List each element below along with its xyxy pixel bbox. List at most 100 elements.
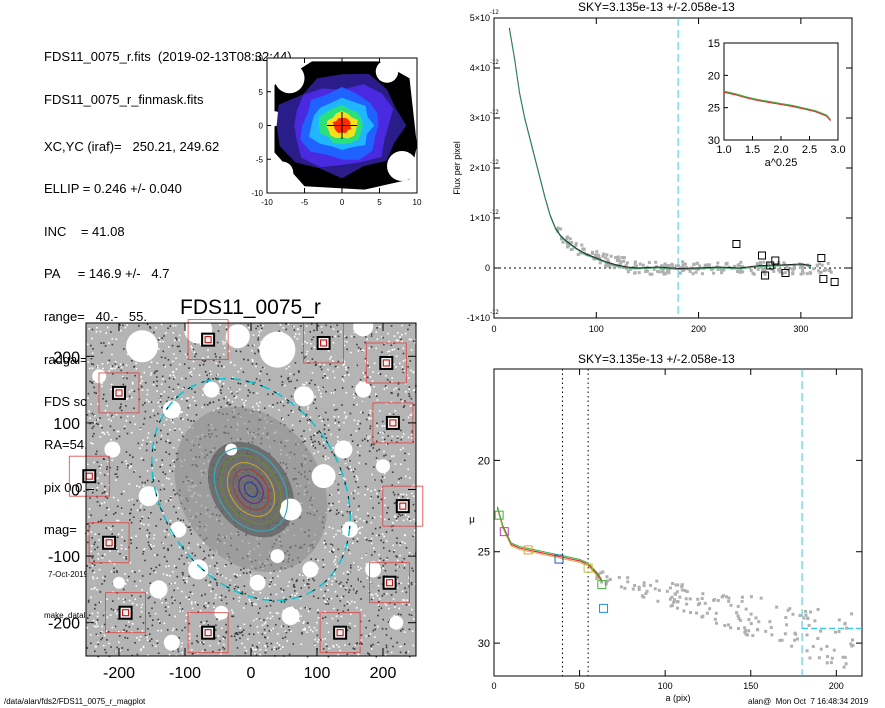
noise-pixel [216, 573, 218, 575]
noise-pixel [252, 619, 255, 622]
noise-pixel [303, 383, 306, 386]
noise-pixel [199, 641, 202, 644]
noise-pixel [179, 610, 181, 613]
noise-pixel [379, 515, 382, 518]
noise-pixel [132, 516, 135, 519]
noise-pixel [169, 519, 172, 522]
sky-box-inner [382, 359, 390, 367]
noise-pixel [247, 638, 249, 640]
noise-pixel [93, 461, 95, 464]
noise-pixel [110, 419, 113, 422]
noise-pixel [138, 639, 141, 641]
noise-pixel [112, 609, 115, 612]
noise-pixel [407, 376, 410, 379]
noise-pixel [175, 368, 178, 370]
noise-pixel [335, 533, 337, 536]
noise-pixel [207, 378, 210, 380]
noise-pixel [219, 596, 221, 599]
noise-pixel [300, 615, 302, 618]
noise-pixel [360, 348, 362, 350]
noise-pixel [343, 344, 346, 347]
noise-pixel [366, 520, 368, 523]
noise-pixel [400, 438, 403, 441]
inset-frame [723, 42, 839, 141]
noise-pixel [231, 615, 233, 618]
noise-pixel [326, 622, 328, 625]
noise-pixel [238, 596, 241, 599]
noise-pixel [97, 641, 99, 644]
noise-pixel [115, 437, 118, 440]
noise-pixel [193, 420, 195, 422]
flux-point [650, 272, 654, 276]
noise-pixel [187, 397, 190, 399]
noise-pixel [368, 450, 371, 453]
flux-point [725, 261, 729, 265]
noise-pixel [324, 375, 326, 377]
noise-pixel [190, 601, 193, 603]
noise-pixel [408, 655, 411, 658]
noise-pixel [236, 392, 239, 394]
flux-yaxis-exp: -12 [490, 160, 499, 166]
noise-pixel [263, 628, 266, 631]
noise-pixel [410, 581, 413, 584]
noise-pixel [188, 367, 190, 369]
noise-pixel [131, 396, 133, 399]
noise-pixel [212, 359, 215, 361]
noise-pixel [88, 367, 91, 370]
flux-point [601, 254, 605, 258]
noise-pixel [413, 518, 415, 521]
flux-xaxis-label: 300 [793, 324, 808, 334]
noise-pixel [376, 338, 379, 340]
noise-pixel [229, 361, 232, 364]
mu-point [744, 607, 748, 611]
noise-pixel [175, 452, 178, 455]
noise-pixel [155, 566, 158, 569]
noise-pixel [184, 551, 187, 554]
noise-pixel [90, 514, 93, 517]
noise-pixel [384, 602, 387, 605]
noise-pixel [336, 408, 338, 411]
noise-pixel [370, 581, 372, 584]
mu-point [740, 599, 744, 603]
noise-pixel [252, 649, 255, 651]
noise-pixel [400, 493, 402, 496]
noise-pixel [374, 624, 376, 627]
noise-pixel [141, 517, 143, 520]
noise-pixel [219, 640, 221, 642]
noise-pixel [392, 544, 395, 547]
noise-pixel [352, 404, 355, 406]
noise-pixel [220, 365, 223, 367]
noise-pixel [317, 638, 320, 641]
noise-pixel [293, 583, 295, 586]
flux-point [591, 250, 595, 254]
noise-pixel [323, 424, 326, 426]
noise-pixel [306, 631, 309, 634]
noise-pixel [203, 360, 206, 363]
noise-pixel [302, 574, 304, 576]
noise-pixel [379, 431, 382, 434]
noise-pixel [165, 500, 168, 503]
noise-pixel [347, 609, 350, 611]
mu-point [736, 604, 740, 608]
noise-pixel [153, 372, 156, 375]
mu-point [751, 634, 755, 638]
noise-pixel [400, 463, 402, 466]
noise-pixel [108, 560, 111, 562]
noise-pixel [339, 473, 341, 475]
noise-pixel [374, 527, 377, 530]
noise-pixel [93, 543, 95, 546]
noise-pixel [331, 451, 333, 454]
sky-box-inner [386, 579, 394, 587]
noise-pixel [391, 484, 393, 486]
noise-pixel [381, 481, 383, 483]
noise-pixel [336, 436, 339, 438]
noise-pixel [92, 425, 95, 428]
noise-pixel [187, 407, 189, 409]
noise-pixel [130, 463, 133, 465]
noise-pixel [364, 335, 367, 338]
noise-pixel [190, 388, 193, 390]
noise-pixel [190, 420, 192, 422]
noise-pixel [303, 430, 305, 432]
noise-pixel [279, 648, 282, 650]
noise-pixel [387, 350, 389, 353]
